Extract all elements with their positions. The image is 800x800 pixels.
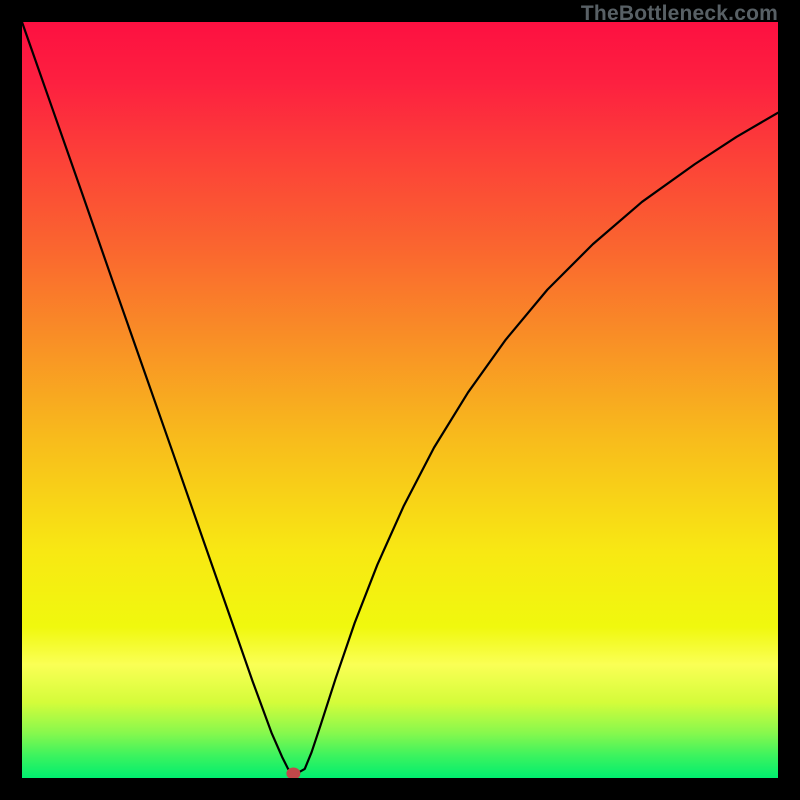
plot-area xyxy=(22,22,778,778)
watermark-text: TheBottleneck.com xyxy=(581,2,778,26)
chart-svg xyxy=(22,22,778,778)
chart-frame: TheBottleneck.com xyxy=(0,0,800,800)
chart-background xyxy=(22,22,778,778)
